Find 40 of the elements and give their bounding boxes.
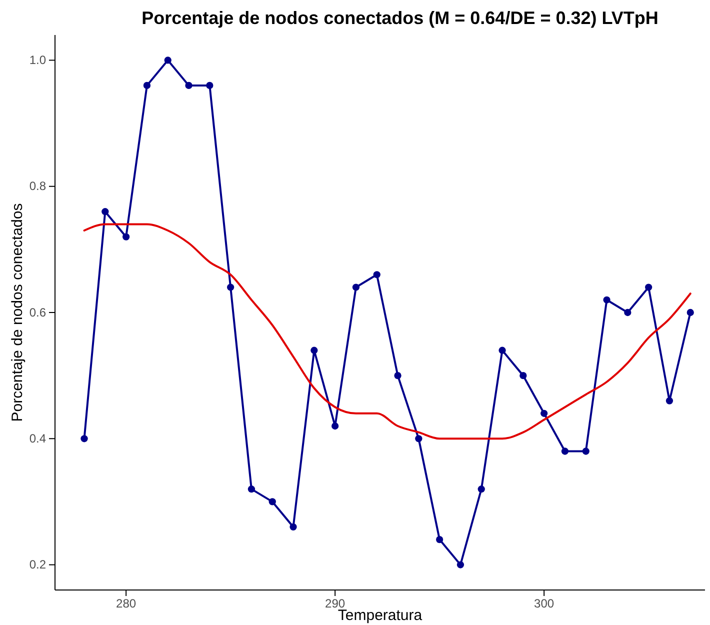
point bbox=[666, 397, 674, 404]
y-axis-title: Porcentaje de nodos conectados bbox=[9, 203, 26, 422]
point bbox=[540, 410, 548, 417]
point bbox=[102, 208, 109, 216]
point bbox=[686, 308, 694, 316]
point bbox=[185, 82, 192, 90]
point bbox=[206, 82, 214, 90]
point bbox=[248, 486, 256, 493]
point bbox=[394, 372, 402, 380]
point bbox=[290, 523, 297, 530]
point bbox=[603, 296, 610, 304]
point bbox=[456, 561, 464, 568]
point bbox=[164, 56, 172, 64]
point bbox=[268, 498, 276, 506]
point bbox=[436, 536, 444, 544]
y-tick-label: 0.8 bbox=[29, 179, 46, 194]
y-tick-label: 0.4 bbox=[29, 431, 46, 446]
point bbox=[582, 448, 590, 455]
point bbox=[561, 448, 569, 455]
chart-title: Porcentaje de nodos conectados (M = 0.64/DE = 0.32) LVTpH bbox=[142, 8, 658, 28]
point bbox=[122, 233, 130, 240]
point bbox=[415, 435, 422, 442]
point bbox=[310, 346, 318, 354]
point bbox=[143, 82, 151, 90]
point bbox=[498, 346, 506, 354]
point bbox=[373, 271, 380, 278]
point bbox=[624, 308, 632, 316]
point bbox=[331, 422, 339, 430]
line-series bbox=[83, 223, 692, 440]
point bbox=[80, 435, 88, 442]
point bbox=[226, 284, 234, 291]
point bbox=[645, 284, 652, 291]
point bbox=[352, 284, 360, 291]
point bbox=[478, 486, 485, 493]
point bbox=[520, 372, 527, 380]
y-tick-label: 1.0 bbox=[29, 53, 46, 68]
x-tick-label: 300 bbox=[534, 596, 554, 611]
y-tick-label: 0.2 bbox=[29, 558, 46, 572]
x-tick-label: 280 bbox=[116, 596, 136, 611]
y-tick-label: 0.6 bbox=[29, 305, 46, 320]
